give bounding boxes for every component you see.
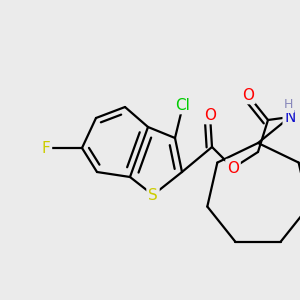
Text: F: F	[42, 140, 50, 155]
Text: O: O	[242, 88, 254, 103]
Text: N: N	[284, 110, 296, 124]
Text: O: O	[204, 107, 216, 122]
Text: O: O	[227, 160, 239, 175]
Text: H: H	[284, 98, 293, 112]
Text: Cl: Cl	[176, 98, 190, 112]
Text: S: S	[148, 188, 158, 202]
